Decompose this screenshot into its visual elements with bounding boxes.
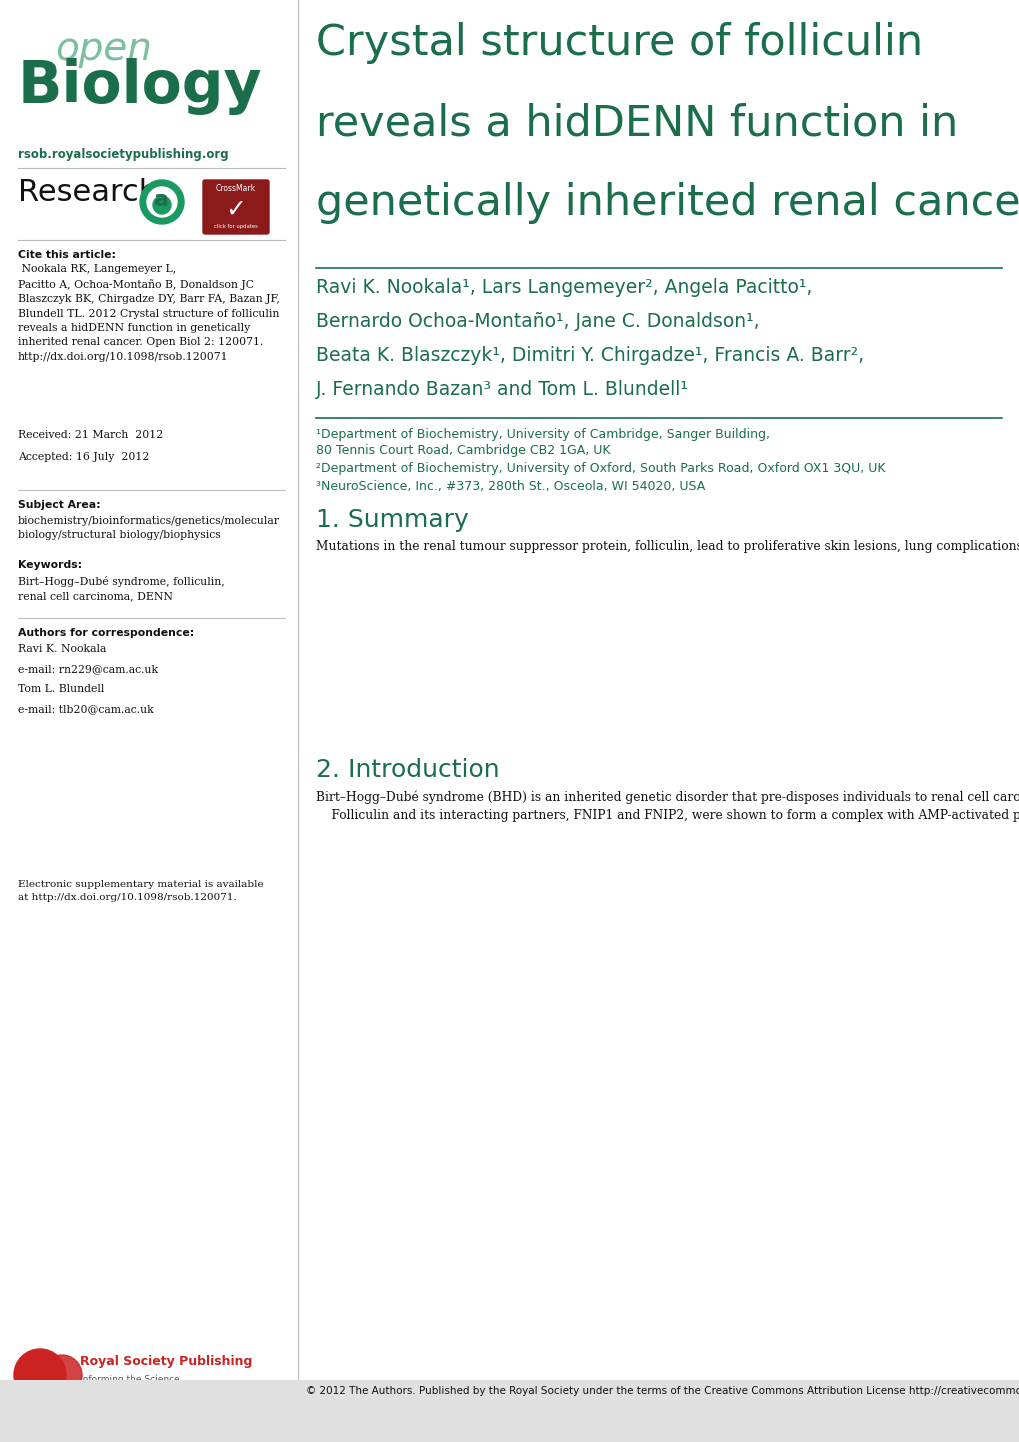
Text: Tom L. Blundell: Tom L. Blundell (18, 684, 104, 694)
Text: rsob.royalsocietypublishing.org: rsob.royalsocietypublishing.org (18, 149, 228, 162)
Text: Bernardo Ochoa-Montaño¹, Jane C. Donaldson¹,: Bernardo Ochoa-Montaño¹, Jane C. Donalds… (316, 311, 759, 332)
Text: © 2012 The Authors. Published by the Royal Society under the terms of the Creati: © 2012 The Authors. Published by the Roy… (306, 1386, 1019, 1396)
Text: ✓: ✓ (225, 198, 247, 222)
Text: 2. Introduction: 2. Introduction (316, 758, 499, 782)
Text: Authors for correspondence:: Authors for correspondence: (18, 629, 194, 637)
Text: 1. Summary: 1. Summary (316, 508, 469, 532)
Circle shape (147, 187, 177, 216)
Text: Royal Society Publishing: Royal Society Publishing (79, 1355, 252, 1368)
Text: Mutations in the renal tumour suppressor protein, folliculin, lead to proliferat: Mutations in the renal tumour suppressor… (316, 539, 1019, 552)
Text: Electronic supplementary material is available
at http://dx.doi.org/10.1098/rsob: Electronic supplementary material is ava… (18, 880, 263, 901)
Text: e-mail: tlb20@cam.ac.uk: e-mail: tlb20@cam.ac.uk (18, 704, 154, 714)
Text: a: a (154, 190, 169, 211)
Circle shape (153, 196, 171, 213)
Text: Ravi K. Nookala: Ravi K. Nookala (18, 645, 106, 655)
Text: Keywords:: Keywords: (18, 559, 83, 570)
Text: ²Department of Biochemistry, University of Oxford, South Parks Road, Oxford OX1 : ²Department of Biochemistry, University … (316, 461, 884, 474)
Text: Research: Research (18, 177, 158, 208)
Text: ³NeuroScience, Inc., #373, 280th St., Osceola, WI 54020, USA: ³NeuroScience, Inc., #373, 280th St., Os… (316, 480, 704, 493)
Circle shape (140, 180, 183, 224)
Text: genetically inherited renal cancer: genetically inherited renal cancer (316, 182, 1019, 224)
Text: Cite this article:: Cite this article: (18, 249, 116, 260)
Text: biochemistry/bioinformatics/genetics/molecular
biology/structural biology/biophy: biochemistry/bioinformatics/genetics/mol… (18, 516, 280, 539)
Text: Received: 21 March  2012: Received: 21 March 2012 (18, 430, 163, 440)
Text: Crystal structure of folliculin: Crystal structure of folliculin (316, 22, 922, 63)
Text: Nookala RK, Langemeyer L,
Pacitto A, Ochoa-Montaño B, Donaldson JC
Blaszczyk BK,: Nookala RK, Langemeyer L, Pacitto A, Och… (18, 264, 279, 362)
Text: Informing the Science: Informing the Science (79, 1376, 179, 1384)
Text: e-mail: rn229@cam.ac.uk: e-mail: rn229@cam.ac.uk (18, 663, 158, 673)
Text: Beata K. Blaszczyk¹, Dimitri Y. Chirgadze¹, Francis A. Barr²,: Beata K. Blaszczyk¹, Dimitri Y. Chirgadz… (316, 346, 863, 365)
Text: Ravi K. Nookala¹, Lars Langemeyer², Angela Pacitto¹,: Ravi K. Nookala¹, Lars Langemeyer², Ange… (316, 278, 811, 297)
Text: Birt–Hogg–Dubé syndrome (BHD) is an inherited genetic disorder that pre-disposes: Birt–Hogg–Dubé syndrome (BHD) is an inhe… (316, 790, 1019, 822)
Text: Biology: Biology (18, 58, 262, 115)
Text: J. Fernando Bazan³ and Tom L. Blundell¹: J. Fernando Bazan³ and Tom L. Blundell¹ (316, 381, 688, 399)
Text: 80 Tennis Court Road, Cambridge CB2 1GA, UK: 80 Tennis Court Road, Cambridge CB2 1GA,… (316, 444, 610, 457)
FancyBboxPatch shape (203, 180, 269, 234)
Text: click for updates: click for updates (214, 224, 258, 229)
Text: of the future: of the future (79, 1389, 137, 1397)
Text: CrossMark: CrossMark (216, 185, 256, 193)
Text: ¹Department of Biochemistry, University of Cambridge, Sanger Building,: ¹Department of Biochemistry, University … (316, 428, 769, 441)
Circle shape (14, 1350, 66, 1402)
Text: open: open (55, 30, 152, 68)
Text: Accepted: 16 July  2012: Accepted: 16 July 2012 (18, 451, 149, 461)
Text: Subject Area:: Subject Area: (18, 500, 101, 510)
Text: reveals a hidDENN function in: reveals a hidDENN function in (316, 102, 957, 144)
Text: Birt–Hogg–Dubé syndrome, folliculin,
renal cell carcinoma, DENN: Birt–Hogg–Dubé syndrome, folliculin, ren… (18, 575, 224, 601)
FancyBboxPatch shape (0, 1380, 1019, 1442)
Circle shape (42, 1355, 82, 1394)
